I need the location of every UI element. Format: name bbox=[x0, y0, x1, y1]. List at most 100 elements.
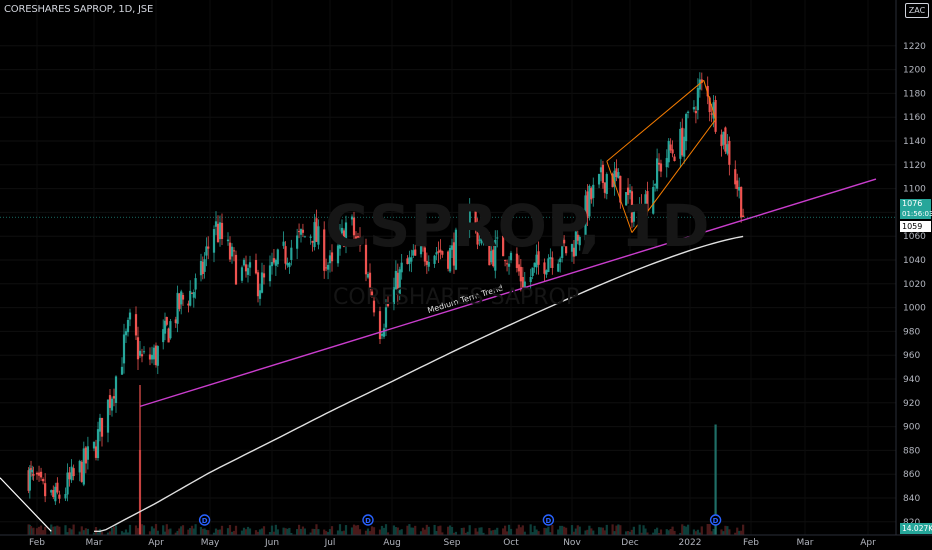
volume-bar bbox=[336, 530, 340, 535]
candle-body bbox=[464, 213, 467, 235]
volume-bar bbox=[659, 529, 663, 535]
candle-body bbox=[380, 333, 384, 336]
volume-bar bbox=[655, 527, 659, 535]
volume-bar bbox=[120, 531, 124, 535]
candle-body bbox=[342, 230, 346, 247]
x-tick-label: Feb bbox=[29, 538, 45, 548]
candle-body bbox=[563, 239, 566, 244]
volume-bar bbox=[628, 531, 632, 535]
volume-bar bbox=[248, 528, 252, 535]
dividend-glyph: D bbox=[365, 517, 371, 525]
candle-body bbox=[386, 303, 390, 307]
candle-body bbox=[694, 110, 698, 114]
candle-body bbox=[574, 231, 577, 256]
volume-bar bbox=[488, 527, 491, 535]
volume-bar bbox=[478, 527, 481, 535]
candle-body bbox=[303, 236, 306, 238]
price-axis[interactable]: 820 840 860 880 900 920 940 960 980 1000 1020 1040 1… bbox=[895, 0, 926, 535]
candlesticks[interactable] bbox=[27, 72, 745, 535]
volume-bar bbox=[356, 525, 360, 535]
volume-bar bbox=[605, 524, 608, 535]
volume-bar bbox=[640, 532, 643, 535]
volume-bar bbox=[286, 528, 289, 535]
volume-bar bbox=[517, 524, 520, 535]
volume-bar bbox=[667, 530, 670, 535]
volume-bar bbox=[214, 528, 218, 535]
candle-body bbox=[340, 227, 344, 234]
volume-bar bbox=[260, 528, 264, 535]
channel-line bbox=[606, 79, 705, 162]
candle-body bbox=[68, 472, 71, 480]
volume-bar bbox=[165, 524, 168, 535]
y-tick-label: 1120 bbox=[903, 161, 926, 171]
candle-body bbox=[494, 239, 497, 271]
dividend-glyph: D bbox=[713, 517, 719, 525]
currency-badge: ZAC bbox=[905, 3, 929, 18]
volume-bar bbox=[435, 530, 438, 535]
candle-body bbox=[462, 212, 465, 216]
candle-body bbox=[654, 184, 657, 186]
x-tick-label: Mar bbox=[86, 538, 103, 548]
candle-body bbox=[605, 174, 608, 194]
candle-body bbox=[64, 494, 67, 499]
volume-bar bbox=[58, 526, 61, 535]
candle-body bbox=[686, 111, 690, 113]
candle-body bbox=[578, 236, 581, 246]
volume-bar bbox=[468, 525, 471, 535]
candle-body bbox=[35, 472, 39, 475]
volume-bar bbox=[86, 528, 89, 535]
volume-bar bbox=[50, 524, 53, 535]
candle-body bbox=[325, 267, 328, 269]
volume-bar bbox=[201, 528, 204, 535]
candle-body bbox=[364, 244, 368, 275]
volume-bar bbox=[685, 526, 688, 535]
volume-bar bbox=[708, 524, 711, 535]
volume-bar bbox=[128, 524, 132, 535]
candle-body bbox=[256, 272, 260, 297]
dividend-marker-icon: D bbox=[362, 514, 374, 526]
volume-bar bbox=[533, 525, 536, 535]
volume-bar bbox=[315, 524, 318, 535]
volume-bar bbox=[630, 529, 634, 535]
volume-bar bbox=[382, 527, 386, 535]
candle-body bbox=[482, 237, 485, 240]
volume-bar bbox=[108, 531, 112, 535]
candle-body bbox=[669, 144, 672, 151]
volume-bar bbox=[738, 530, 741, 535]
volume-bar bbox=[313, 529, 316, 535]
volume-bar bbox=[358, 529, 362, 535]
candle-body bbox=[382, 328, 386, 337]
dividend-glyph: D bbox=[545, 517, 551, 525]
candle-body bbox=[396, 272, 399, 295]
candle-body bbox=[549, 256, 552, 260]
candle-body bbox=[181, 294, 185, 300]
candle-body bbox=[317, 226, 320, 245]
candle-body bbox=[199, 260, 203, 276]
time-axis[interactable]: Feb Mar Apr May Jun Jul Aug Sep Oct Nov Dec 2022 Feb… bbox=[0, 534, 932, 548]
volume-bar bbox=[142, 525, 146, 535]
candle-body bbox=[601, 164, 605, 183]
dividend-glyph: D bbox=[202, 517, 208, 525]
candle-body bbox=[78, 460, 81, 473]
candle-body bbox=[154, 345, 158, 366]
candle-body bbox=[372, 300, 376, 313]
volume-bar bbox=[638, 524, 641, 535]
volume-bar bbox=[654, 529, 657, 535]
candle-body bbox=[738, 187, 741, 191]
candle-body bbox=[561, 237, 564, 258]
volume-bar bbox=[270, 525, 274, 535]
volume-bar bbox=[122, 532, 126, 535]
volume-bar bbox=[299, 528, 303, 535]
candle-body bbox=[490, 250, 493, 263]
candle-body bbox=[410, 257, 413, 262]
candle-body bbox=[366, 273, 370, 278]
y-tick-label: 940 bbox=[903, 375, 920, 385]
volume-bar bbox=[326, 532, 330, 535]
candle-body bbox=[592, 184, 595, 198]
volume-bar bbox=[328, 529, 332, 535]
watermark-symbol: CSPROP, 1D bbox=[325, 192, 710, 260]
candle-body bbox=[150, 354, 154, 360]
volume-bar bbox=[42, 530, 45, 535]
